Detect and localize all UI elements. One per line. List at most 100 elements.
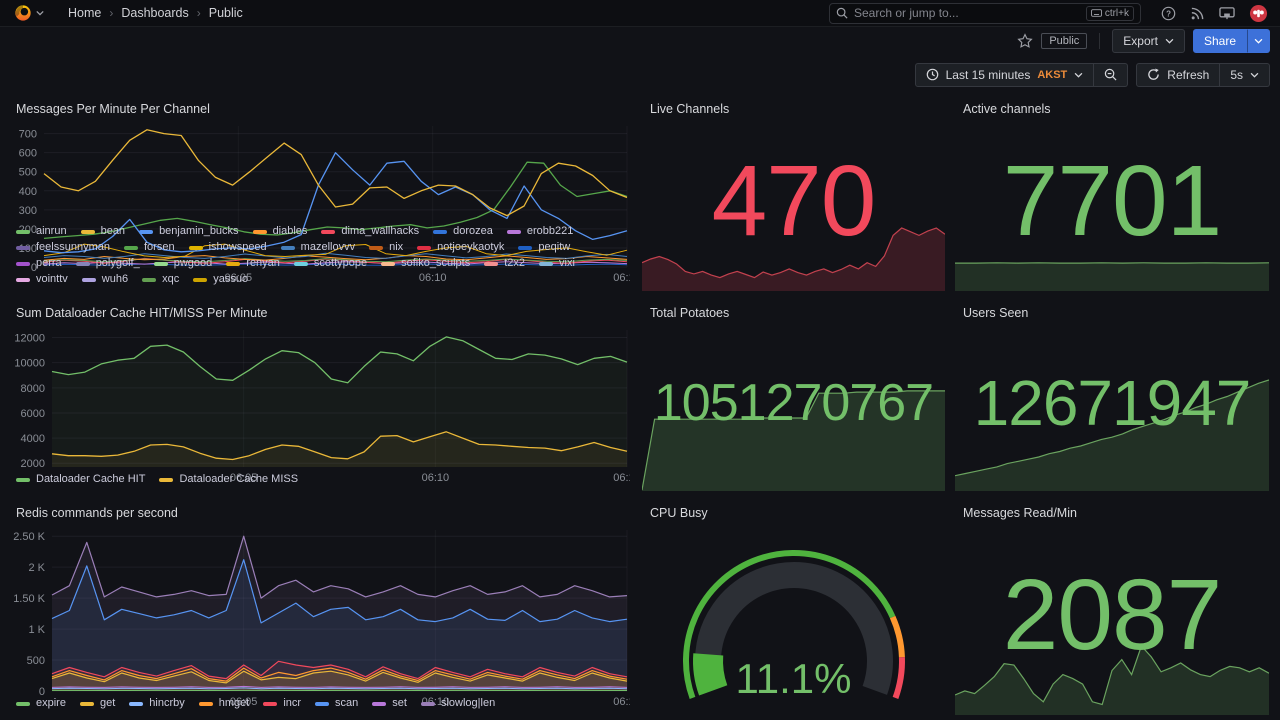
stat-value: 2087 <box>1002 558 1222 671</box>
legend-item[interactable]: pwgood <box>153 257 213 270</box>
legend-item[interactable]: feelssunnyman <box>16 241 110 254</box>
legend-item[interactable]: vixi <box>539 257 575 270</box>
news-icon[interactable] <box>1190 6 1205 21</box>
legend-label: forsen <box>144 241 175 253</box>
svg-text:500: 500 <box>27 655 45 667</box>
legend-item[interactable]: t2x2 <box>484 257 525 270</box>
legend-item[interactable]: polygolf_ <box>75 257 140 270</box>
svg-text:6000: 6000 <box>21 408 45 420</box>
svg-text:06:15: 06:15 <box>613 696 630 707</box>
legend-label: pwgood <box>173 257 213 269</box>
export-button[interactable]: Export <box>1112 28 1185 53</box>
legend-item[interactable]: scan <box>315 697 358 710</box>
legend-item[interactable]: mazellovvv <box>280 241 355 254</box>
legend-item[interactable]: scottypope <box>293 257 367 270</box>
user-avatar[interactable] <box>1249 4 1268 23</box>
chevron-down-icon <box>36 10 44 16</box>
legend-item[interactable]: ainrun <box>16 225 67 238</box>
legend-label: set <box>392 697 407 709</box>
zoom-out-button[interactable] <box>1094 62 1129 87</box>
panel-redis-commands: Redis commands per second 0 500 1 K 1.50 K 2… <box>8 499 632 715</box>
legend-item[interactable]: hmget <box>198 697 250 710</box>
svg-text:1.50 K: 1.50 K <box>13 593 45 605</box>
grafana-logo-icon <box>14 4 32 22</box>
legend-swatch <box>129 701 144 706</box>
legend-item[interactable]: incr <box>263 697 301 710</box>
search-input[interactable] <box>854 6 1080 20</box>
svg-text:?: ? <box>1166 9 1171 18</box>
svg-text:4000: 4000 <box>21 433 45 445</box>
help-icon[interactable]: ? <box>1161 6 1176 21</box>
legend-item[interactable]: set <box>372 697 407 710</box>
dashboard-tag-public[interactable]: Public <box>1041 32 1088 49</box>
legend-item[interactable]: yassuo <box>193 273 248 286</box>
legend-item[interactable]: xqc <box>142 273 179 286</box>
legend-item[interactable]: forsen <box>124 241 175 254</box>
star-icon[interactable] <box>1017 32 1033 49</box>
legend-label: hmget <box>218 697 250 709</box>
stat-value: 7701 <box>1002 144 1222 257</box>
legend-item[interactable]: benjamin_bucks <box>139 225 239 238</box>
keyboard-icon <box>1090 9 1102 17</box>
panel-total-potatoes: Total Potatoes 1051270767 <box>642 299 945 491</box>
legend-item[interactable]: nix <box>369 241 403 254</box>
chart-legend: ainrun bean benjamin_bucks diables dima_wall… <box>8 222 632 291</box>
time-range-picker[interactable]: Last 15 minutes AKST <box>914 62 1095 87</box>
stat-value: 1051270767 <box>653 374 934 432</box>
legend-swatch <box>321 229 336 234</box>
legend-item[interactable]: diables <box>252 225 307 238</box>
grafana-logo-button[interactable] <box>10 4 48 22</box>
breadcrumb-dashboards[interactable]: Dashboards <box>121 6 189 20</box>
legend-item[interactable]: Dataloader Cache HIT <box>16 473 145 486</box>
legend-item[interactable]: dima_wallhacks <box>321 225 419 238</box>
svg-text:12000: 12000 <box>14 333 45 345</box>
legend-label: expire <box>36 697 66 709</box>
timeseries-chart: 2000 4000 6000 8000 10000 12000 06:05 06:10 06:1… <box>10 324 630 483</box>
panel-title: Messages Per Minute Per Channel <box>16 102 210 116</box>
breadcrumb-separator: › <box>109 6 114 20</box>
legend-item[interactable]: erobb221 <box>506 225 573 238</box>
legend-swatch <box>433 229 448 234</box>
panel-users-seen: Users Seen 12671947 <box>955 299 1269 491</box>
dashboard-actions-row: Public Export Share <box>0 27 1280 54</box>
refresh-button[interactable]: Refresh <box>1136 62 1221 87</box>
legend-swatch <box>263 701 278 706</box>
share-menu-button[interactable] <box>1247 28 1270 53</box>
legend-item[interactable]: dorozea <box>433 225 493 238</box>
legend-swatch <box>16 701 30 706</box>
legend-item[interactable]: vointtv <box>16 273 68 286</box>
breadcrumb-public[interactable]: Public <box>208 6 243 20</box>
svg-text:06:05: 06:05 <box>230 472 258 483</box>
search-box[interactable]: ctrl+k <box>829 2 1141 24</box>
legend-label: sofiko_sculpts <box>401 257 471 269</box>
chart-legend: Dataloader Cache HIT Dataloader Cache MIS… <box>8 470 632 491</box>
chevron-down-icon <box>1074 72 1083 78</box>
legend-item[interactable]: expire <box>16 697 66 710</box>
refresh-interval-picker[interactable]: 5s <box>1220 62 1270 87</box>
svg-text:06:10: 06:10 <box>422 696 450 707</box>
legend-item[interactable]: peqitw <box>518 241 570 254</box>
legend-item[interactable]: bean <box>80 225 125 238</box>
legend-item[interactable]: sofiko_sculpts <box>381 257 470 270</box>
share-button[interactable]: Share <box>1192 28 1247 53</box>
legend-item[interactable]: ishowspeed <box>188 241 267 254</box>
search-icon <box>836 7 848 19</box>
svg-text:700: 700 <box>19 129 37 141</box>
legend-item[interactable]: perra <box>16 257 62 270</box>
kiosk-mode-icon[interactable] <box>1219 6 1235 21</box>
svg-text:300: 300 <box>19 205 37 217</box>
legend-item[interactable]: renyan <box>226 257 280 270</box>
legend-item[interactable]: notjoeykaotyk <box>417 241 504 254</box>
legend-item[interactable]: slowlog|len <box>420 697 495 710</box>
svg-text:10000: 10000 <box>14 358 45 370</box>
svg-text:06:15: 06:15 <box>613 272 630 283</box>
legend-item[interactable]: wuh6 <box>81 273 128 286</box>
legend-swatch <box>484 261 499 266</box>
legend-item[interactable]: get <box>79 697 115 710</box>
legend-item[interactable]: hincrby <box>129 697 185 710</box>
legend-item[interactable]: Dataloader Cache MISS <box>159 473 298 486</box>
svg-text:500: 500 <box>19 167 37 179</box>
svg-text:06:10: 06:10 <box>419 272 447 283</box>
breadcrumb-home[interactable]: Home <box>68 6 102 20</box>
